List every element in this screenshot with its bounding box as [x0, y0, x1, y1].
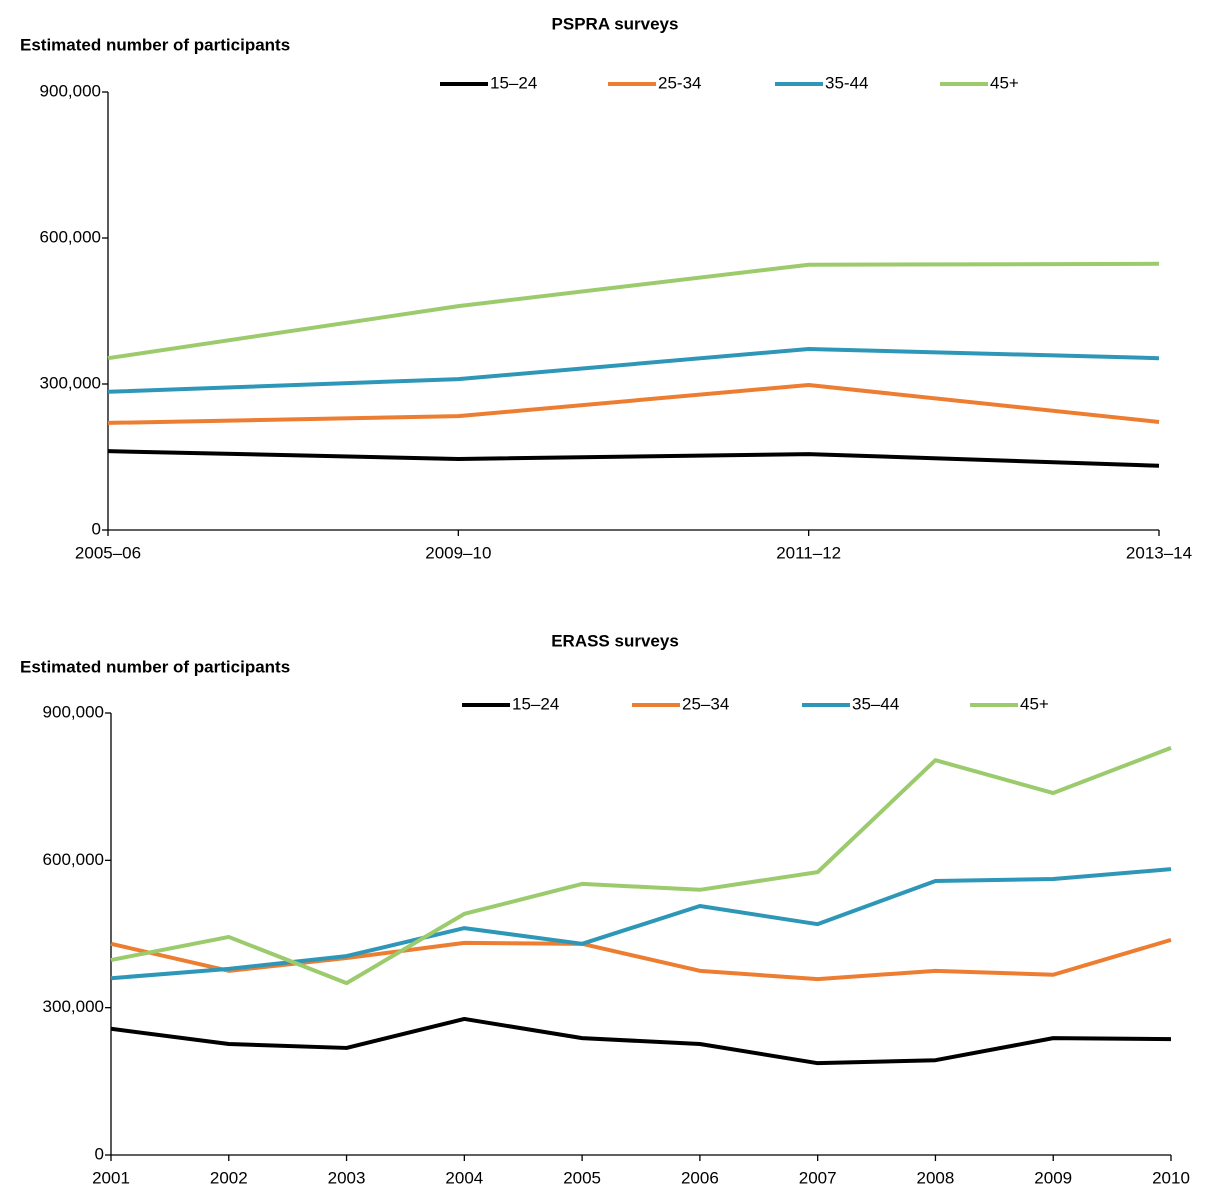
- chart-title: ERASS surveys: [551, 631, 679, 650]
- y-axis-label: Estimated number of participants: [20, 657, 290, 676]
- x-tick-label: 2010: [1152, 1168, 1190, 1187]
- series-line: [107, 346, 1160, 394]
- x-tick-label: 2005–06: [75, 543, 141, 562]
- series-line: [110, 746, 1172, 986]
- legend-label: 15–24: [512, 694, 559, 713]
- y-axis-label: Estimated number of participants: [20, 35, 290, 54]
- series-line: [107, 449, 1160, 468]
- x-tick-label: 2009–10: [425, 543, 491, 562]
- series-line: [107, 382, 1160, 425]
- series-line: [110, 867, 1172, 981]
- legend-label: 45+: [1020, 694, 1049, 713]
- x-tick-label: 2011–12: [776, 543, 841, 562]
- legend-label: 35–44: [852, 694, 899, 713]
- y-tick-label: 300,000: [40, 373, 101, 392]
- legend-label: 35-44: [825, 73, 868, 92]
- x-tick-label: 2008: [917, 1168, 955, 1187]
- y-tick-label: 900,000: [43, 702, 104, 721]
- y-tick-label: 0: [95, 1144, 104, 1163]
- x-tick-label: 2007: [799, 1168, 837, 1187]
- series-line: [110, 937, 1172, 982]
- y-tick-label: 600,000: [43, 850, 104, 869]
- x-tick-label: 2013–14: [1126, 543, 1192, 562]
- y-tick-label: 600,000: [40, 227, 101, 246]
- x-tick-label: 2001: [92, 1168, 130, 1187]
- x-tick-label: 2003: [328, 1168, 366, 1187]
- x-tick-label: 2004: [445, 1168, 483, 1187]
- legend-label: 45+: [990, 73, 1019, 92]
- x-tick-label: 2002: [210, 1168, 248, 1187]
- series-line: [107, 261, 1160, 361]
- x-tick-label: 2005: [563, 1168, 601, 1187]
- legend-label: 15–24: [490, 73, 537, 92]
- y-tick-label: 300,000: [43, 997, 104, 1016]
- x-tick-label: 2006: [681, 1168, 719, 1187]
- chart-title: PSPRA surveys: [552, 14, 679, 33]
- x-tick-label: 2009: [1034, 1168, 1072, 1187]
- y-tick-label: 900,000: [40, 81, 101, 100]
- y-tick-label: 0: [92, 519, 101, 538]
- legend-label: 25–34: [682, 694, 729, 713]
- legend-label: 25-34: [658, 73, 701, 92]
- series-line: [110, 1016, 1172, 1066]
